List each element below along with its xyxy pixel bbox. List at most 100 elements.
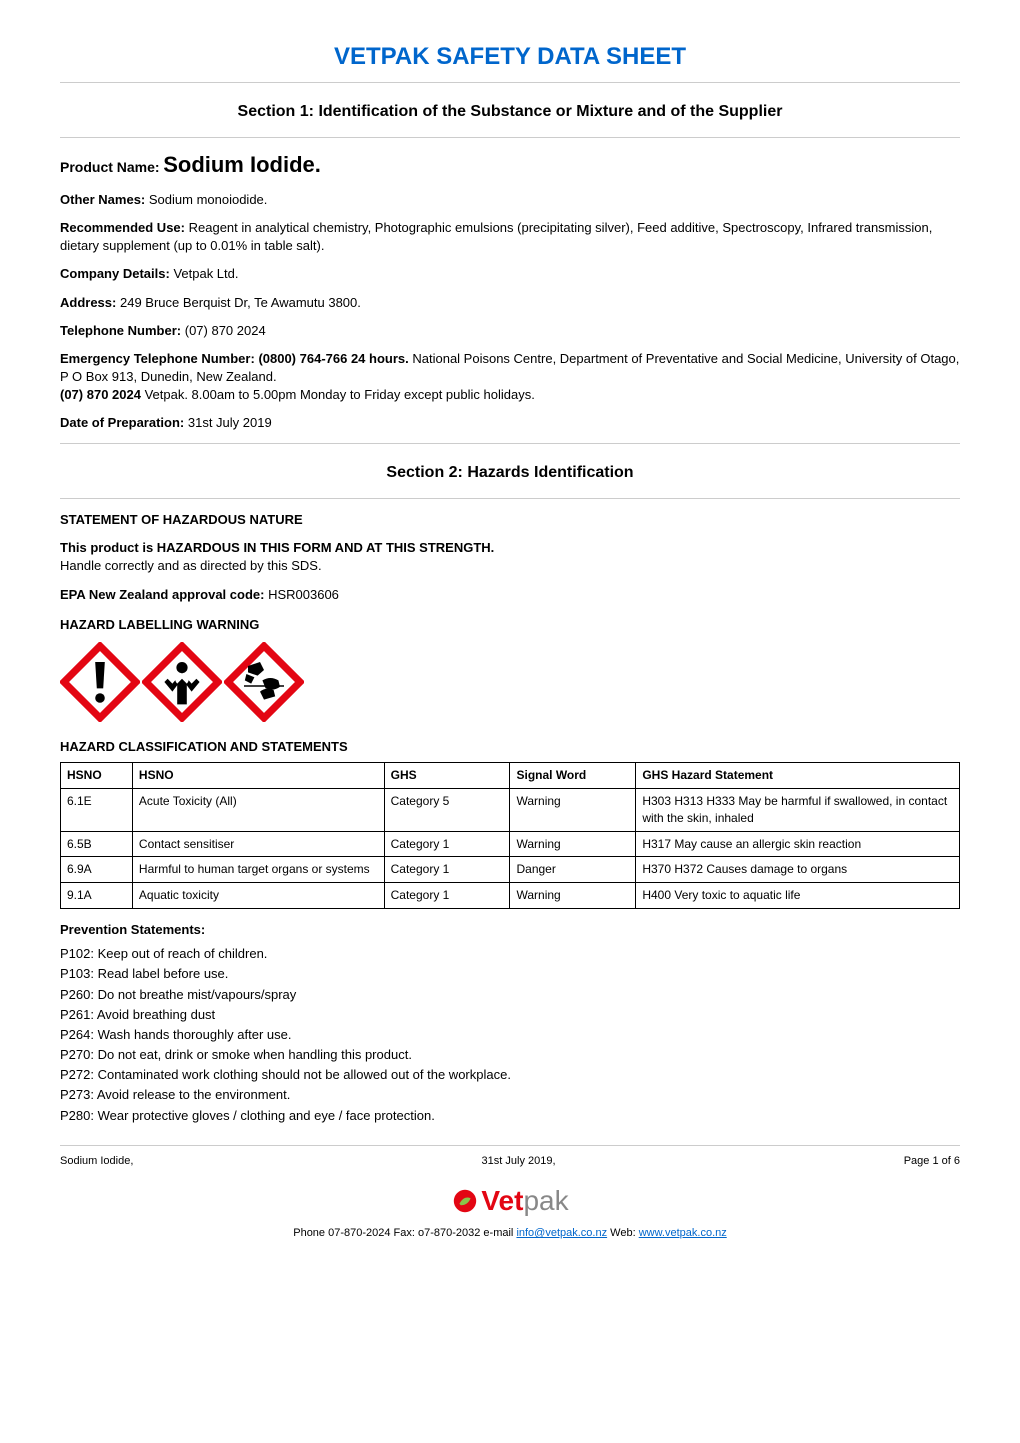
cell: H370 H372 Causes damage to organs <box>636 857 960 883</box>
cell: Category 1 <box>384 883 510 909</box>
recommended-use-block: Recommended Use: Reagent in analytical c… <box>60 219 960 255</box>
recommended-use-value: Reagent in analytical chemistry, Photogr… <box>60 220 932 253</box>
cell: 9.1A <box>61 883 133 909</box>
contact-pre: Phone 07-870-2024 Fax: o7-870-2032 e-mai… <box>293 1227 516 1239</box>
footer-contact: Phone 07-870-2024 Fax: o7-870-2032 e-mai… <box>60 1226 960 1241</box>
footer-center: 31st July 2019, <box>482 1154 556 1169</box>
address-label: Address: <box>60 295 116 310</box>
vetpak-logo-icon: Vetpak <box>451 1181 568 1220</box>
product-name-label: Product Name: <box>60 159 160 175</box>
table-row: 6.9A Harmful to human target organs or s… <box>61 857 960 883</box>
hazardous-bold: This product is HAZARDOUS IN THIS FORM A… <box>60 539 960 557</box>
pictogram-row <box>60 642 960 722</box>
address-block: Address: 249 Bruce Berquist Dr, Te Awamu… <box>60 294 960 312</box>
leaf-icon <box>451 1187 479 1215</box>
cell: 6.1E <box>61 788 133 831</box>
exclamation-pictogram-icon <box>60 642 140 722</box>
footer: Sodium Iodide, 31st July 2019, Page 1 of… <box>60 1145 960 1242</box>
cell: 6.9A <box>61 857 133 883</box>
list-item: P270: Do not eat, drink or smoke when ha… <box>60 1046 960 1064</box>
divider <box>60 82 960 83</box>
section2-heading: Section 2: Hazards Identification <box>60 456 960 490</box>
statement-heading: STATEMENT OF HAZARDOUS NATURE <box>60 511 960 529</box>
cell: Danger <box>510 857 636 883</box>
recommended-use-label: Recommended Use: <box>60 220 185 235</box>
hazardous-block: This product is HAZARDOUS IN THIS FORM A… <box>60 539 960 575</box>
cell: Acute Toxicity (All) <box>132 788 384 831</box>
company-details-label: Company Details: <box>60 266 170 281</box>
col-header: HSNO <box>61 763 133 789</box>
prevention-list: P102: Keep out of reach of children. P10… <box>60 945 960 1125</box>
main-title: VETPAK SAFETY DATA SHEET <box>60 40 960 74</box>
cell: H400 Very toxic to aquatic life <box>636 883 960 909</box>
contact-web-link[interactable]: www.vetpak.co.nz <box>639 1227 727 1239</box>
list-item: P260: Do not breathe mist/vapours/spray <box>60 986 960 1004</box>
cell: Harmful to human target organs or system… <box>132 857 384 883</box>
emergency-block: Emergency Telephone Number: (0800) 764-7… <box>60 350 960 405</box>
epa-label: EPA New Zealand approval code: <box>60 587 264 602</box>
date-prep-value: 31st July 2019 <box>188 415 272 430</box>
classification-heading: HAZARD CLASSIFICATION AND STATEMENTS <box>60 738 960 756</box>
prevention-heading: Prevention Statements: <box>60 921 960 939</box>
footer-right: Page 1 of 6 <box>904 1154 960 1169</box>
date-prep-label: Date of Preparation: <box>60 415 184 430</box>
table-row: 6.5B Contact sensitiser Category 1 Warni… <box>61 831 960 857</box>
col-header: HSNO <box>132 763 384 789</box>
table-row: 6.1E Acute Toxicity (All) Category 5 War… <box>61 788 960 831</box>
col-header: Signal Word <box>510 763 636 789</box>
col-header: GHS Hazard Statement <box>636 763 960 789</box>
footer-row: Sodium Iodide, 31st July 2019, Page 1 of… <box>60 1154 960 1169</box>
table-row: 9.1A Aquatic toxicity Category 1 Warning… <box>61 883 960 909</box>
health-hazard-pictogram-icon <box>142 642 222 722</box>
date-prep-block: Date of Preparation: 31st July 2019 <box>60 414 960 432</box>
cell: Aquatic toxicity <box>132 883 384 909</box>
divider <box>60 137 960 138</box>
table-header-row: HSNO HSNO GHS Signal Word GHS Hazard Sta… <box>61 763 960 789</box>
contact-email-link[interactable]: info@vetpak.co.nz <box>516 1227 607 1239</box>
list-item: P280: Wear protective gloves / clothing … <box>60 1107 960 1125</box>
cell: Category 1 <box>384 831 510 857</box>
cell: Warning <box>510 883 636 909</box>
other-names-value: Sodium monoiodide. <box>149 192 268 207</box>
cell: Category 1 <box>384 857 510 883</box>
hazardous-sub: Handle correctly and as directed by this… <box>60 557 960 575</box>
footer-left: Sodium Iodide, <box>60 1154 133 1169</box>
emergency-number: (0800) 764-766 24 hours. <box>258 351 408 366</box>
other-names-block: Other Names: Sodium monoiodide. <box>60 191 960 209</box>
cell: Warning <box>510 788 636 831</box>
telephone-label: Telephone Number: <box>60 323 181 338</box>
footer-logo: Vetpak <box>60 1181 960 1220</box>
col-header: GHS <box>384 763 510 789</box>
list-item: P264: Wash hands thoroughly after use. <box>60 1026 960 1044</box>
labelling-heading: HAZARD LABELLING WARNING <box>60 616 960 634</box>
product-name-block: Product Name: Sodium Iodide. <box>60 150 960 181</box>
list-item: P261: Avoid breathing dust <box>60 1006 960 1024</box>
telephone-value: (07) 870 2024 <box>185 323 266 338</box>
company-details-value: Vetpak Ltd. <box>173 266 238 281</box>
vetpak-hours: Vetpak. 8.00am to 5.00pm Monday to Frida… <box>145 387 535 402</box>
product-name-value: Sodium Iodide. <box>163 152 321 177</box>
contact-mid: Web: <box>607 1227 639 1239</box>
list-item: P273: Avoid release to the environment. <box>60 1086 960 1104</box>
address-value: 249 Bruce Berquist Dr, Te Awamutu 3800. <box>120 295 361 310</box>
section1-heading: Section 1: Identification of the Substan… <box>60 95 960 129</box>
hazard-table: HSNO HSNO GHS Signal Word GHS Hazard Sta… <box>60 762 960 909</box>
other-names-label: Other Names: <box>60 192 145 207</box>
telephone-block: Telephone Number: (07) 870 2024 <box>60 322 960 340</box>
vetpak-number: (07) 870 2024 <box>60 387 141 402</box>
company-details-block: Company Details: Vetpak Ltd. <box>60 265 960 283</box>
emergency-label: Emergency Telephone Number: <box>60 351 255 366</box>
cell: Category 5 <box>384 788 510 831</box>
list-item: P103: Read label before use. <box>60 965 960 983</box>
epa-value: HSR003606 <box>268 587 339 602</box>
cell: H303 H313 H333 May be harmful if swallow… <box>636 788 960 831</box>
cell: 6.5B <box>61 831 133 857</box>
list-item: P102: Keep out of reach of children. <box>60 945 960 963</box>
divider <box>60 498 960 499</box>
logo-red-text: Vet <box>481 1181 523 1220</box>
cell: Warning <box>510 831 636 857</box>
epa-block: EPA New Zealand approval code: HSR003606 <box>60 586 960 604</box>
list-item: P272: Contaminated work clothing should … <box>60 1066 960 1084</box>
cell: H317 May cause an allergic skin reaction <box>636 831 960 857</box>
environment-pictogram-icon <box>224 642 304 722</box>
